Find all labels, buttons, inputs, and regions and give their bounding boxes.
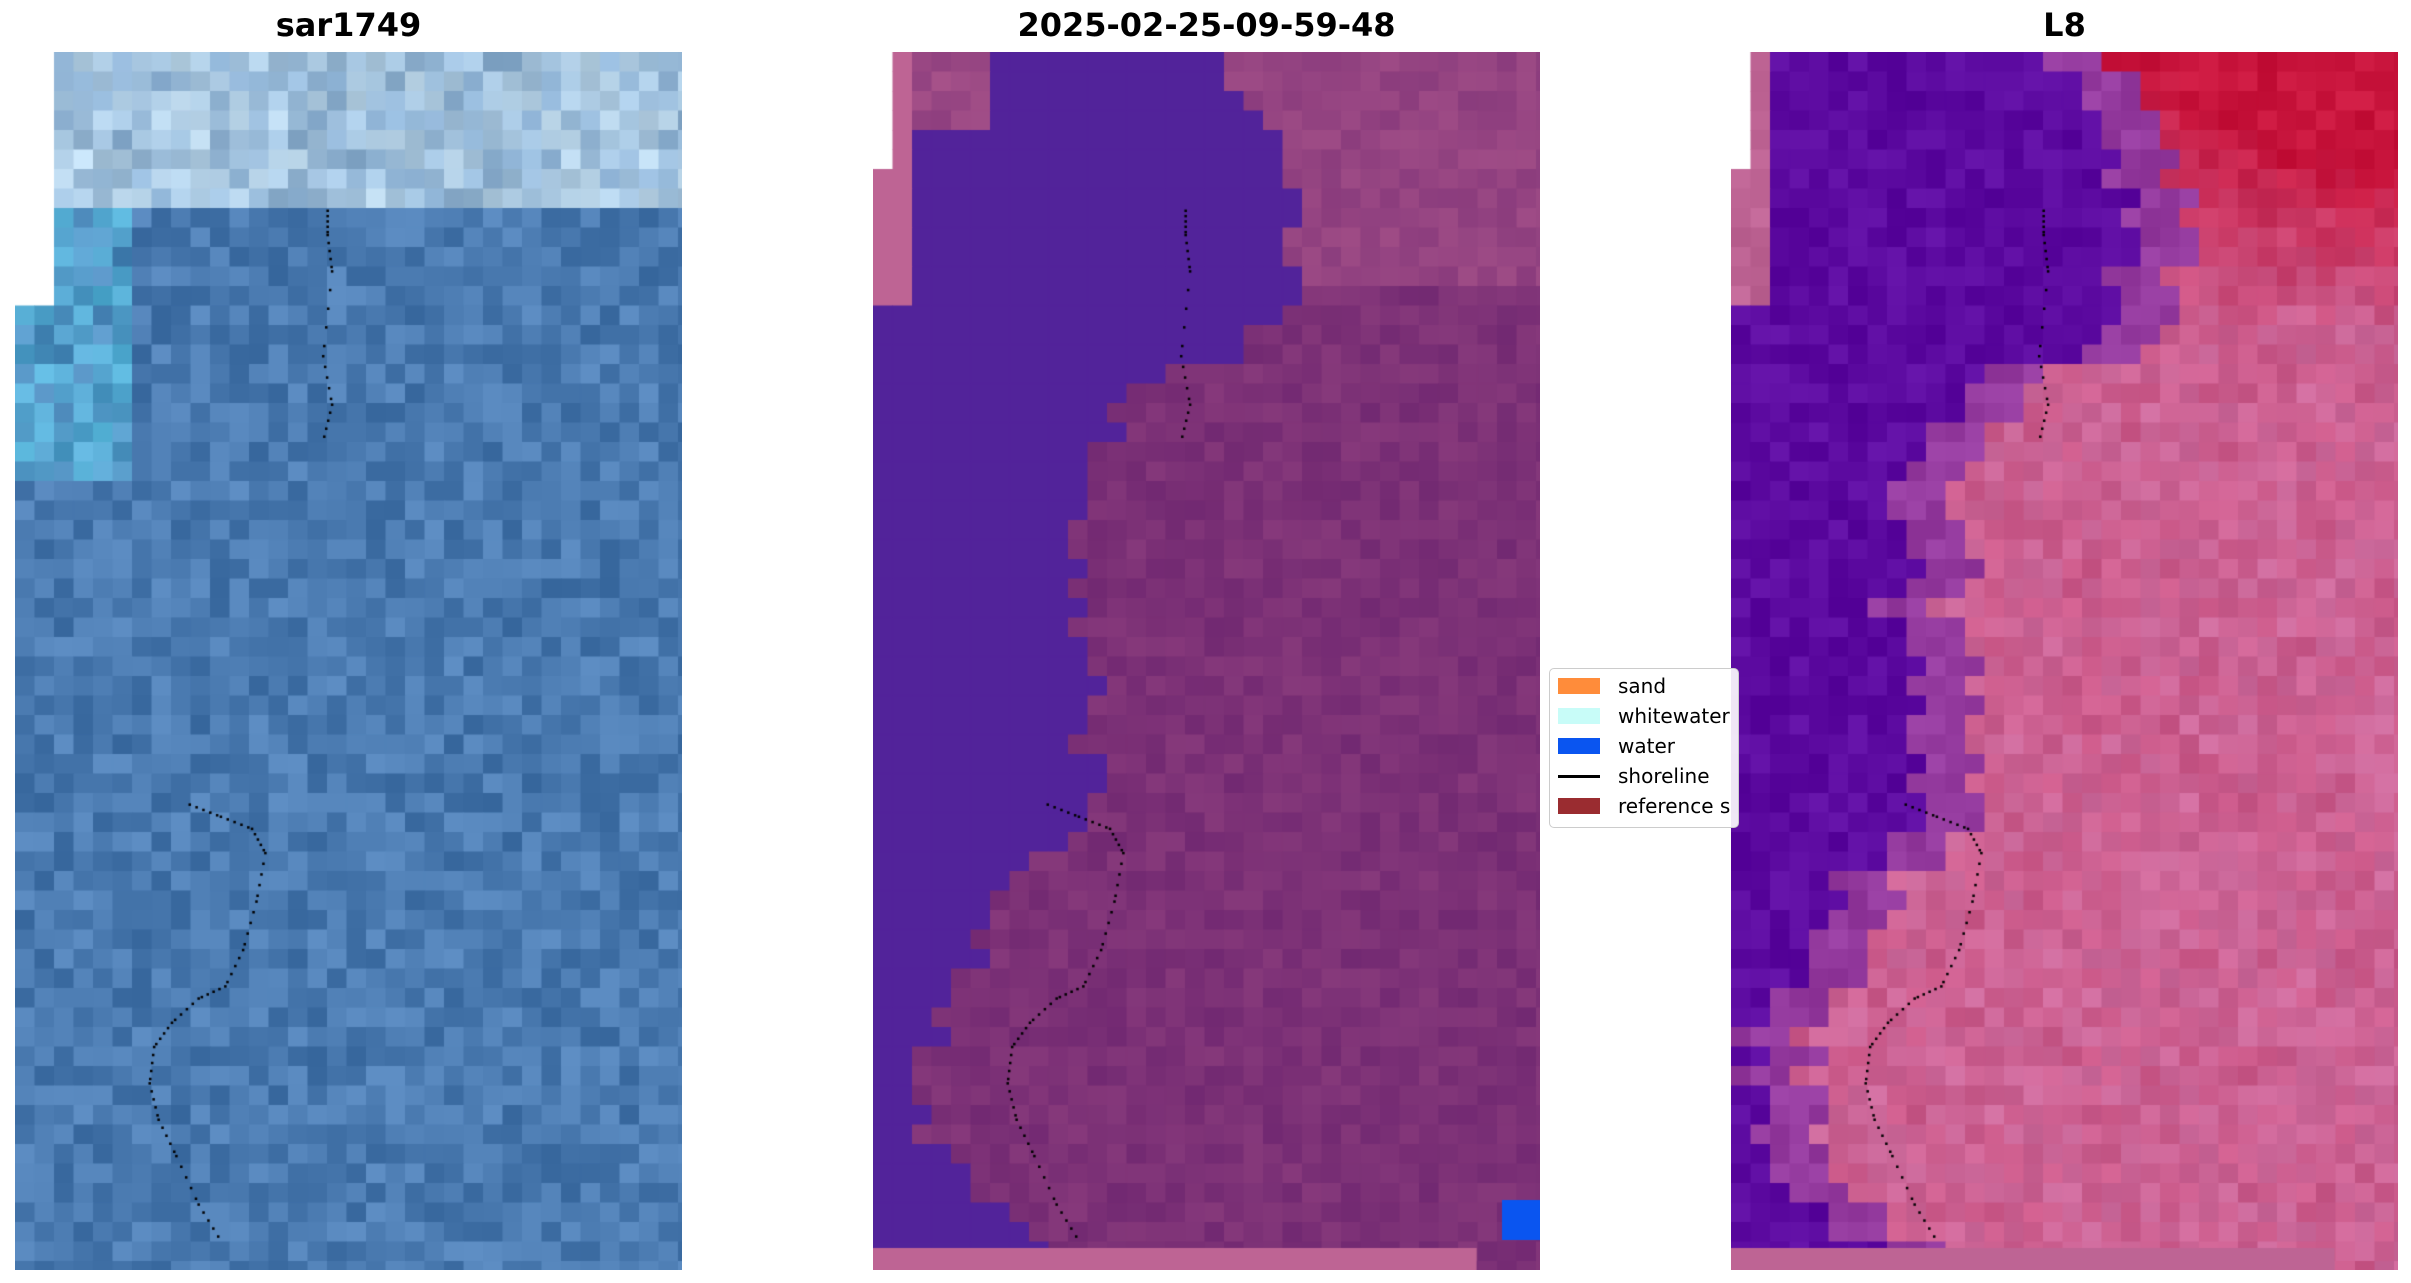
classification-image	[873, 52, 1540, 1270]
legend-item-water: water	[1558, 733, 1675, 759]
legend-label: whitewater	[1618, 704, 1730, 728]
panel-title-l8: L8	[2043, 6, 2086, 44]
legend-label: water	[1618, 734, 1675, 758]
satellite-image-panel	[15, 52, 682, 1270]
shoreline-swatch	[1558, 774, 1600, 778]
legend: sand whitewater water shoreline referenc…	[1549, 668, 1739, 828]
legend-label: reference s	[1618, 794, 1731, 818]
panel-title-sar: sar1749	[275, 6, 422, 44]
legend-item-shoreline: shoreline	[1558, 763, 1710, 789]
classification-image-panel	[873, 52, 1540, 1270]
satellite-image	[15, 52, 682, 1270]
legend-item-reference: reference s	[1558, 793, 1730, 819]
legend-item-sand: sand	[1558, 673, 1666, 699]
sand-swatch	[1558, 678, 1600, 694]
water-swatch	[1558, 738, 1600, 754]
panel-title-date: 2025-02-25-09-59-48	[1017, 6, 1396, 44]
l8-image-panel	[1731, 52, 2398, 1270]
legend-label: sand	[1618, 674, 1667, 698]
l8-image	[1731, 52, 2398, 1270]
legend-label: shoreline	[1618, 764, 1710, 788]
whitewater-swatch	[1558, 708, 1600, 724]
reference-swatch	[1558, 798, 1600, 814]
legend-item-whitewater: whitewater	[1558, 703, 1730, 729]
